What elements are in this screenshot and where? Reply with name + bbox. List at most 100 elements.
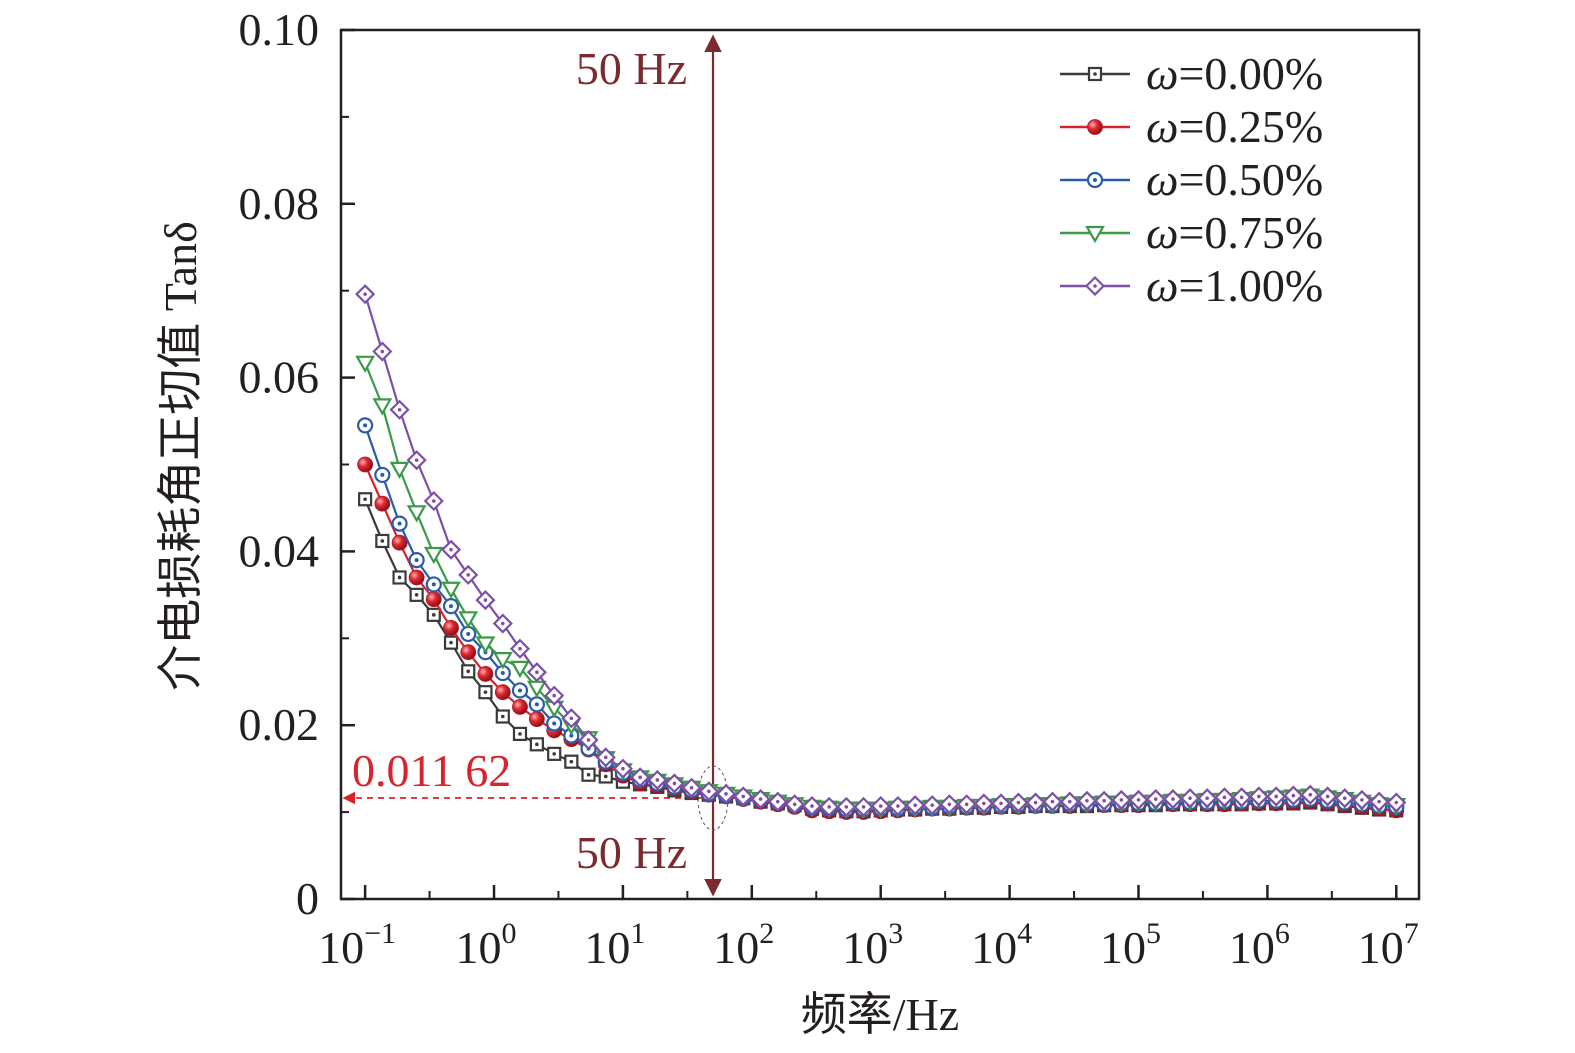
data-point-center	[878, 804, 883, 808]
data-point	[406, 505, 427, 523]
data-point-center	[1188, 796, 1192, 800]
x-tick-label: 103	[842, 917, 903, 973]
series-2	[357, 417, 1405, 818]
y-tick-label: 0	[296, 873, 319, 924]
data-point-center	[500, 671, 505, 676]
data-point-center	[1239, 795, 1244, 800]
data-point	[374, 495, 391, 512]
data-point-center	[947, 802, 952, 807]
data-point-center	[501, 621, 505, 626]
data-point-center	[380, 349, 385, 354]
data-point-center	[1222, 795, 1227, 800]
legend-item-1: ω=0.25%	[1060, 101, 1323, 152]
data-point-center	[603, 755, 608, 760]
data-point-center	[1093, 72, 1097, 76]
data-point-center	[466, 669, 471, 674]
data-point-center	[466, 573, 471, 577]
data-point-center	[449, 604, 454, 609]
data-point-center	[569, 733, 574, 738]
data-point	[423, 546, 444, 565]
data-point-center	[518, 646, 522, 651]
data-point	[512, 699, 528, 715]
data-point-center	[1308, 792, 1313, 797]
data-point-center	[1067, 799, 1072, 804]
data-point-center	[1093, 178, 1097, 182]
data-point-center	[1205, 796, 1209, 800]
y-tick-label: 0.10	[239, 4, 320, 55]
data-point-center	[535, 742, 539, 747]
data-point-center	[1394, 800, 1399, 805]
data-point-center	[964, 802, 969, 807]
data-point-center	[397, 575, 402, 580]
frequency-label-bottom: 50 Hz	[576, 827, 687, 878]
data-point	[475, 636, 496, 654]
data-point-center	[466, 631, 471, 636]
x-tick-label: 106	[1229, 917, 1290, 973]
data-point-center	[414, 593, 419, 597]
x-tick-label: 100	[456, 917, 517, 973]
x-tick-label: 107	[1358, 917, 1419, 973]
data-point-center	[603, 774, 608, 779]
series-4	[355, 284, 1407, 817]
data-point-center	[827, 805, 831, 809]
data-point-center	[1257, 794, 1261, 799]
data-point-center	[1016, 800, 1021, 805]
data-point-center	[586, 738, 591, 742]
data-point-center	[707, 789, 711, 794]
data-point	[391, 534, 408, 551]
legend-label: ω=0.00%	[1146, 48, 1323, 99]
data-point-center	[483, 598, 488, 602]
data-point-center	[380, 539, 385, 543]
data-point	[510, 660, 530, 679]
data-point-center	[534, 702, 539, 707]
y-tick-label: 0.06	[239, 352, 320, 403]
data-point-center	[758, 797, 763, 801]
legend-item-4: ω=1.00%	[1060, 260, 1323, 311]
data-point-center	[861, 805, 866, 809]
y-tick-label: 0.08	[239, 178, 320, 229]
data-point	[1087, 119, 1103, 135]
data-point	[492, 652, 513, 670]
x-tick-label: 104	[971, 917, 1032, 973]
data-point-center	[1342, 796, 1347, 800]
data-point-center	[431, 499, 436, 503]
data-point-center	[775, 799, 780, 804]
data-point	[425, 591, 442, 608]
data-point-center	[397, 521, 402, 526]
data-point-center	[1050, 799, 1055, 804]
data-point-center	[792, 802, 797, 807]
legend-item-3: ω=0.75%	[1060, 207, 1323, 258]
data-point-center	[586, 772, 591, 777]
y-axis: 0 0.02 0.04 0.06 0.08 0.10	[239, 4, 355, 924]
data-point-center	[552, 752, 556, 756]
data-point	[458, 611, 479, 629]
data-point-center	[414, 558, 419, 563]
data-point-center	[552, 693, 556, 698]
data-point-center	[810, 804, 814, 808]
data-point-center	[517, 688, 522, 693]
data-point-center	[449, 640, 453, 645]
data-point-center	[672, 781, 677, 786]
legend-item-2: ω=0.50%	[1060, 154, 1323, 205]
x-axis: 10−1 100 101 102 103 104 105 106 107	[318, 885, 1419, 973]
data-point-center	[1119, 798, 1124, 802]
data-point	[441, 581, 461, 599]
data-point-center	[1153, 797, 1158, 801]
data-point	[357, 456, 374, 473]
data-point-center	[483, 690, 488, 694]
annotation-layer: 50 Hz 50 Hz 0.011 62	[342, 34, 729, 897]
data-point-center	[449, 547, 453, 552]
data-point	[477, 666, 494, 682]
data-point-center	[844, 805, 849, 809]
legend-label: ω=0.25%	[1146, 101, 1323, 152]
data-point-center	[414, 458, 419, 462]
data-point-center	[1085, 799, 1089, 803]
data-point-center	[655, 778, 660, 782]
data-point-center	[569, 759, 574, 764]
legend-label: ω=1.00%	[1146, 260, 1323, 311]
data-point-center	[552, 721, 557, 726]
data-point-center	[1360, 798, 1364, 802]
data-point-center	[1377, 799, 1381, 804]
data-point-center	[913, 803, 917, 807]
